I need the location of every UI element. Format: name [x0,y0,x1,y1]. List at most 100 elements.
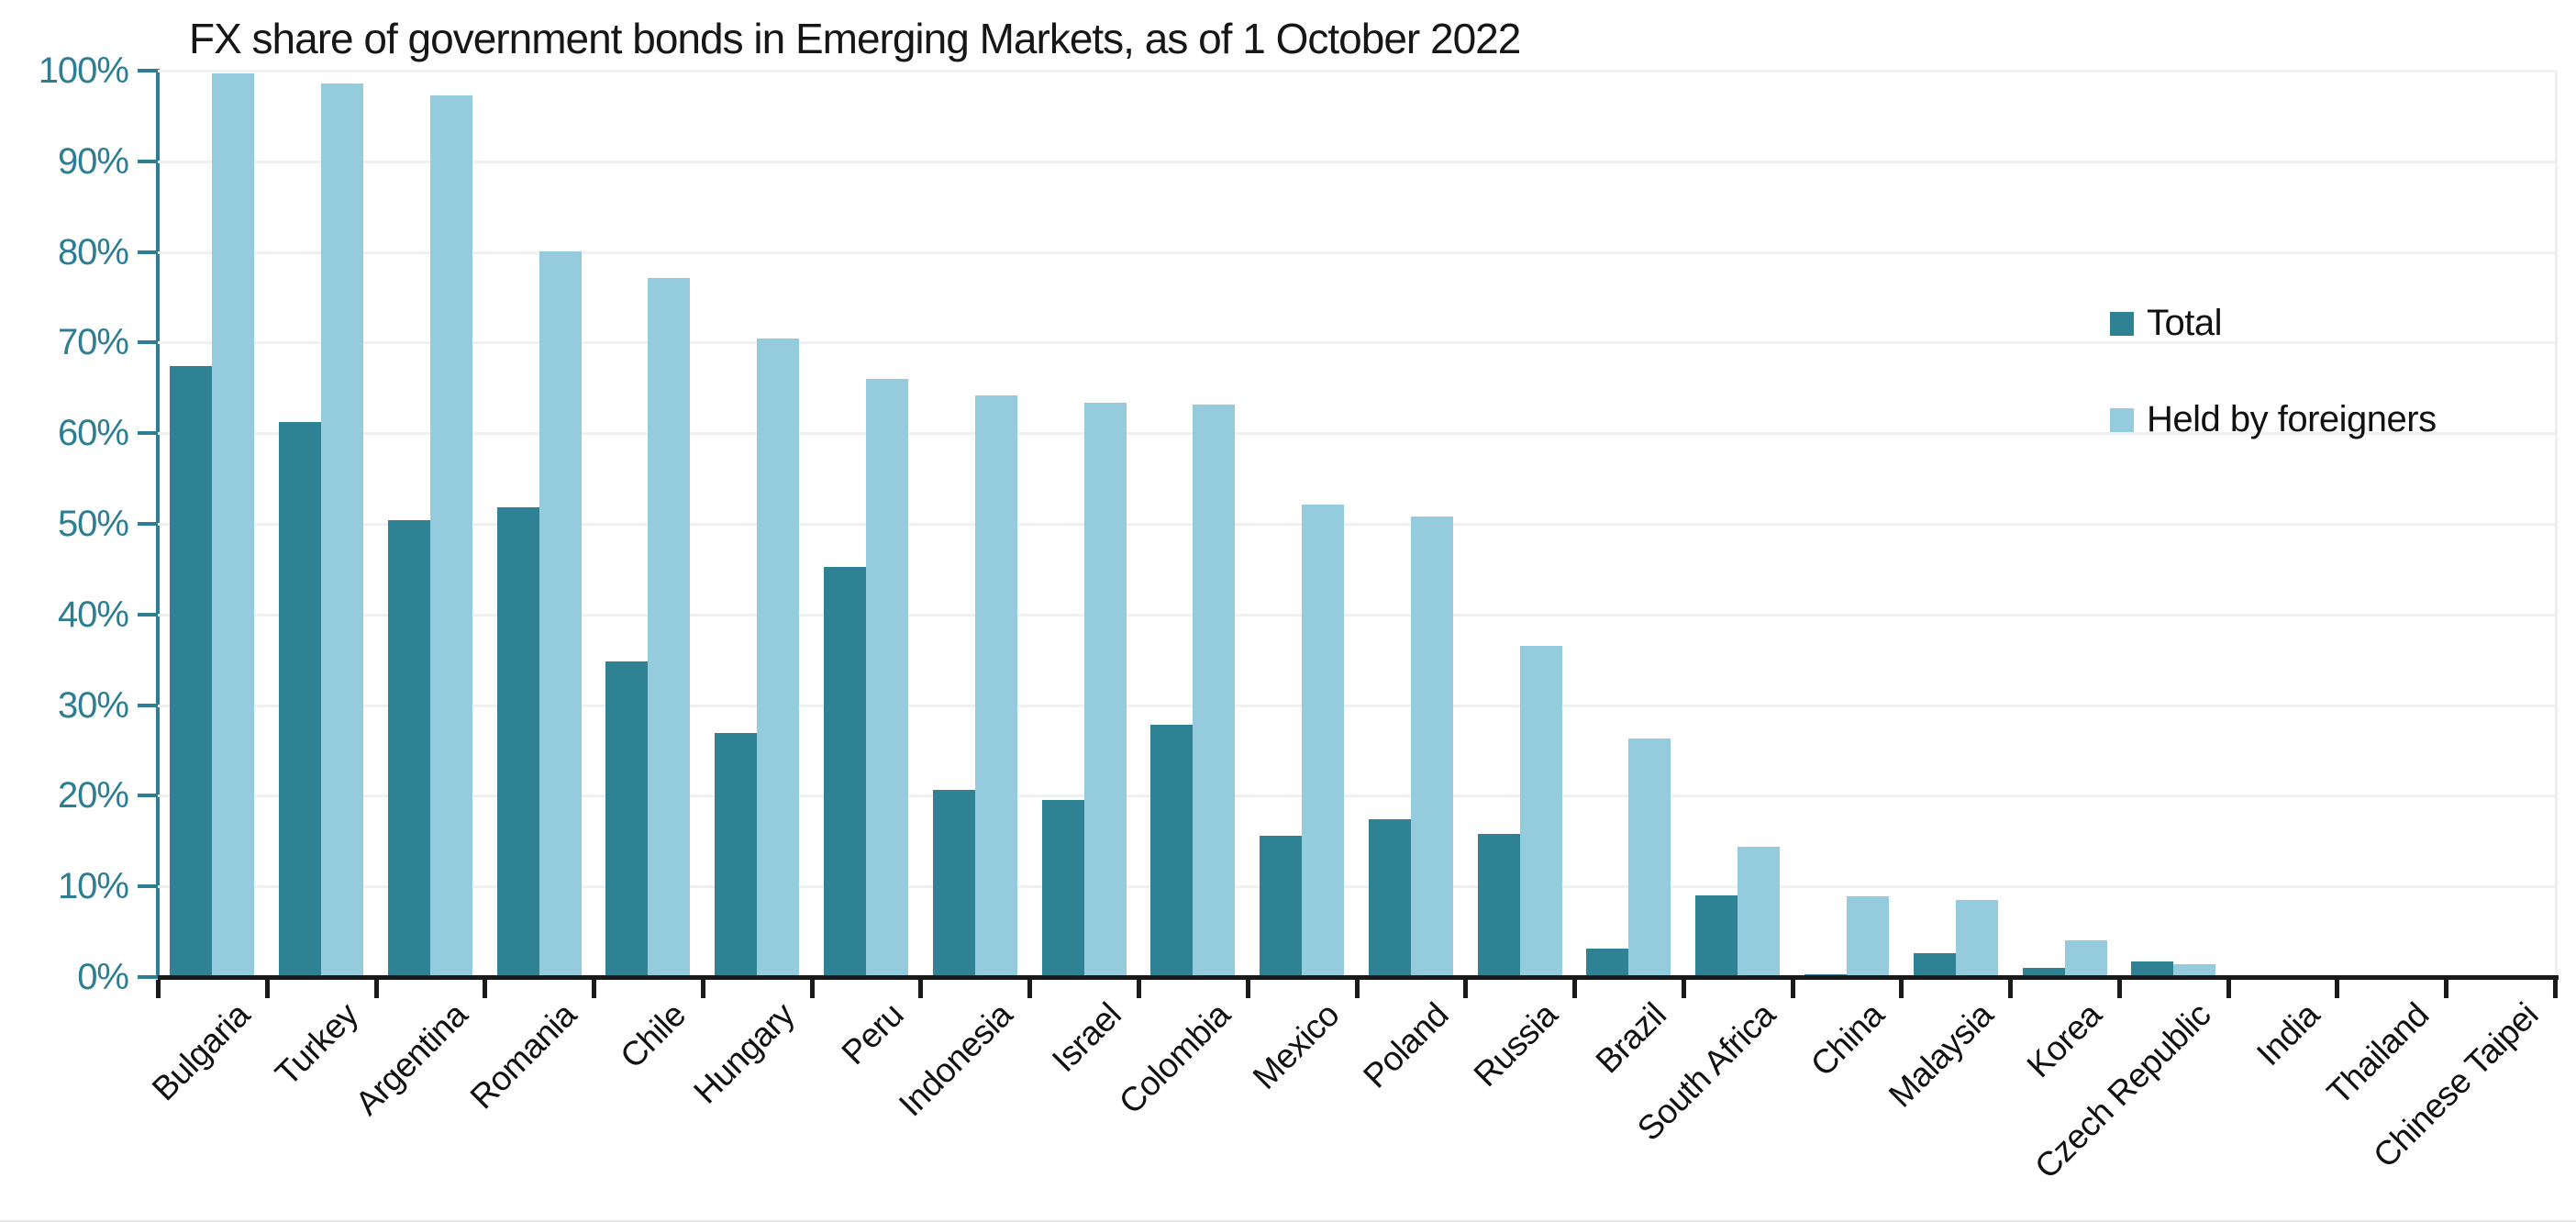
bar-foreign-israel [1083,403,1127,977]
x-axis-label-romania: Romania [462,995,584,1116]
bar-foreign-korea [2064,940,2107,977]
bar-group-china [1793,71,1902,977]
y-axis-tick [138,250,156,254]
bar-foreign-china [1846,896,1889,977]
x-axis-tick [1681,980,1686,998]
gridline [158,613,2555,617]
bar-group-colombia [1138,71,1248,977]
bar-group-chinese-taipei [2446,71,2555,977]
bar-total-indonesia [932,790,975,977]
x-axis-tick [373,980,379,998]
x-axis-tick [2444,980,2449,998]
x-axis-tick [1572,980,1578,998]
plot-right-border [2555,71,2558,977]
x-axis-label-israel: Israel [1045,995,1128,1080]
gridline [158,794,2555,798]
legend-label-held-by-foreigners: Held by foreigners [2147,399,2437,439]
x-axis-line [158,975,2559,980]
x-axis-tick [2335,980,2340,998]
y-axis-tick-label: 60% [57,413,129,454]
x-axis-label-russia: Russia [1466,995,1564,1094]
gridline [158,160,2555,163]
bar-total-hungary [715,733,758,977]
x-axis-tick [2008,980,2014,998]
x-axis-label-turkey: Turkey [268,995,366,1094]
bar-foreign-colombia [1193,405,1236,977]
bar-total-brazil [1586,949,1629,977]
bar-group-thailand [2337,71,2446,977]
y-axis-tick-label: 90% [57,140,129,182]
bar-group-south-africa [1683,71,1793,977]
x-axis-tick [1790,980,1795,998]
bar-foreign-malaysia [1955,900,1998,977]
x-axis-label-indonesia: Indonesia [891,995,1020,1124]
y-axis-tick [138,159,156,163]
y-axis-tick-label: 10% [57,866,129,907]
bar-foreign-bulgaria [212,73,255,977]
x-axis-tick [156,980,161,998]
x-axis-label-chile: Chile [612,995,693,1076]
y-axis-tick-label: 50% [57,504,129,544]
legend-label-total: Total [2147,303,2223,343]
legend-swatch-held-by-foreigners [2110,407,2134,432]
bar-group-czech-republic [2119,71,2228,977]
y-axis-tick [138,431,156,436]
x-axis-tick [1136,980,1141,998]
x-axis-tick [2226,980,2231,998]
bar-group-israel [1029,71,1138,977]
x-axis-label-brazil: Brazil [1588,995,1673,1081]
x-axis-label-colombia: Colombia [1111,995,1238,1121]
x-axis-tick [264,980,270,998]
bar-total-south-africa [1695,895,1738,977]
gridline [158,704,2555,707]
bar-total-colombia [1150,725,1194,977]
y-axis-tick [138,340,156,345]
bar-foreign-brazil [1628,739,1671,977]
bar-foreign-czech-republic [2173,964,2216,977]
bar-foreign-south-africa [1738,847,1781,977]
y-axis-tick [138,794,156,798]
bar-foreign-chile [648,278,691,977]
bar-foreign-peru [866,379,908,977]
y-axis-tick [138,703,156,707]
gridline [158,523,2555,526]
bar-group-peru [812,71,921,977]
x-axis-tick [2553,980,2558,998]
gridline [158,250,2555,254]
x-axis-label-korea: Korea [2019,995,2109,1085]
bar-group-chile [594,71,703,977]
y-axis-tick [138,975,156,979]
y-axis-tick [138,69,156,72]
bar-total-poland [1368,819,1411,977]
x-axis-tick [2116,980,2122,998]
x-axis-label-hungary: Hungary [686,995,802,1111]
x-axis-tick [483,980,488,998]
x-axis-tick [809,980,815,998]
y-axis-tick-label: 70% [57,322,129,363]
bar-group-romania [484,71,594,977]
bar-group-korea [2010,71,2119,977]
bar-total-chile [605,661,649,977]
y-axis-tick [138,522,156,526]
x-axis-label-peru: Peru [834,995,911,1072]
x-axis-tick [592,980,597,998]
bar-total-bulgaria [170,366,213,977]
bar-foreign-mexico [1302,505,1345,977]
gridline [158,70,2555,72]
bar-group-russia [1465,71,1574,977]
bar-total-czech-republic [2131,961,2174,977]
y-axis-tick [138,884,156,889]
plot-area [158,70,2558,977]
bar-foreign-hungary [757,339,800,977]
bar-foreign-indonesia [974,395,1017,977]
bar-group-turkey [267,71,376,977]
chart-title: FX share of government bonds in Emerging… [189,15,1521,62]
bar-total-malaysia [1913,953,1956,977]
bar-group-hungary [703,71,812,977]
gridline [158,885,2555,889]
bar-total-peru [824,567,866,977]
x-axis-label-india: India [2249,995,2327,1073]
gridline [158,341,2555,345]
gridline [158,432,2555,436]
bar-total-korea [2022,968,2065,977]
